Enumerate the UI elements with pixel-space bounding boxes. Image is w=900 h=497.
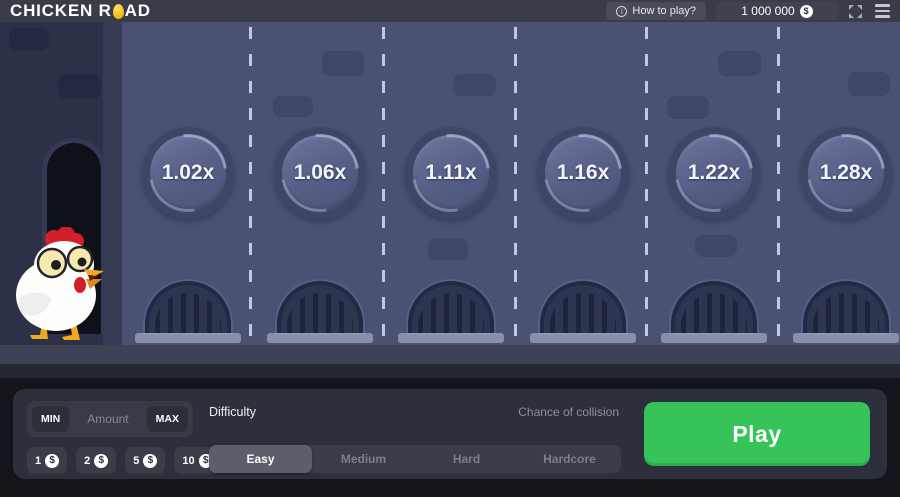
grate-base bbox=[530, 333, 636, 343]
wall-patch bbox=[58, 74, 101, 99]
multiplier-value: 1.22x bbox=[687, 161, 741, 184]
road-patch bbox=[322, 51, 364, 76]
road-patch bbox=[453, 74, 496, 96]
lane-divider bbox=[514, 27, 517, 341]
grate-base bbox=[267, 333, 373, 343]
multiplier-value: 1.11x bbox=[425, 161, 477, 184]
grate-base bbox=[793, 333, 899, 343]
how-to-play-label: How to play? bbox=[632, 5, 696, 17]
tab-hardcore[interactable]: Hardcore bbox=[518, 445, 621, 473]
multiplier-value: 1.06x bbox=[293, 161, 347, 184]
grate-base bbox=[661, 333, 767, 343]
fullscreen-icon[interactable] bbox=[848, 4, 863, 19]
coin-icon: $ bbox=[143, 453, 158, 468]
sewer-grate bbox=[793, 281, 899, 343]
tab-medium[interactable]: Medium bbox=[312, 445, 415, 473]
wall-pillar bbox=[103, 22, 122, 345]
game-field: 1.02x 1.06x 1.11x 1.16x 1.22x 1.28x bbox=[0, 22, 900, 345]
quick-bet-chips: 1 $ 2 $ 5 $ 10 $ bbox=[27, 447, 221, 474]
multiplier-disc: 1.02x bbox=[142, 127, 234, 219]
tab-easy[interactable]: Easy bbox=[209, 445, 312, 473]
road-patch bbox=[273, 96, 313, 117]
topbar-right-cluster: i How to play? 1 000 000 $ bbox=[606, 2, 892, 20]
grate-base bbox=[398, 333, 504, 343]
multiplier-value: 1.02x bbox=[161, 161, 215, 184]
egg-icon bbox=[112, 3, 124, 19]
chip-5[interactable]: 5 $ bbox=[125, 447, 166, 474]
sewer-grate bbox=[661, 281, 767, 343]
sidewalk-curb bbox=[0, 345, 900, 364]
multiplier-disc: 1.16x bbox=[537, 127, 629, 219]
menu-icon[interactable] bbox=[873, 2, 892, 20]
sewer-grate bbox=[398, 281, 504, 343]
multiplier-disc: 1.11x bbox=[405, 127, 497, 219]
chicken-character bbox=[16, 227, 104, 340]
top-bar: CHICKEN R AD i How to play? 1 000 000 $ bbox=[0, 0, 900, 22]
control-panel: MIN MAX 1 $ 2 $ 5 $ 10 $ Difficulty Chan… bbox=[13, 389, 887, 479]
grate-bars bbox=[681, 293, 747, 333]
play-button[interactable]: Play bbox=[644, 402, 870, 466]
multiplier-disc: 1.22x bbox=[668, 127, 760, 219]
coin-icon: $ bbox=[45, 453, 60, 468]
difficulty-tabs: Easy Medium Hard Hardcore bbox=[209, 445, 621, 473]
grate-bars bbox=[287, 293, 353, 333]
grate-bars bbox=[155, 293, 221, 333]
lane-divider bbox=[777, 27, 780, 341]
min-bet-button[interactable]: MIN bbox=[32, 406, 70, 432]
road-patch bbox=[428, 238, 468, 260]
sewer-grate bbox=[530, 281, 636, 343]
road-patch bbox=[718, 51, 761, 76]
road-patch bbox=[667, 96, 709, 119]
app-logo: CHICKEN R AD bbox=[10, 0, 151, 22]
road-patch bbox=[848, 72, 890, 96]
coin-icon: $ bbox=[799, 4, 813, 18]
max-bet-button[interactable]: MAX bbox=[146, 406, 188, 432]
multiplier-disc: 1.06x bbox=[274, 127, 366, 219]
sewer-grate bbox=[267, 281, 373, 343]
grate-base bbox=[135, 333, 241, 343]
grate-bars bbox=[550, 293, 616, 333]
wall-patch bbox=[9, 28, 49, 50]
lane-divider bbox=[382, 27, 385, 341]
balance-display[interactable]: 1 000 000 $ bbox=[716, 2, 838, 20]
chip-2[interactable]: 2 $ bbox=[76, 447, 117, 474]
lane-divider bbox=[249, 27, 252, 341]
balance-value: 1 000 000 bbox=[741, 4, 795, 18]
road-patch bbox=[695, 235, 737, 257]
grate-bars bbox=[418, 293, 484, 333]
logo-text-right: AD bbox=[124, 1, 151, 20]
info-icon: i bbox=[616, 5, 628, 17]
coin-icon: $ bbox=[94, 453, 109, 468]
sidewalk-shadow bbox=[0, 364, 900, 378]
lane-divider bbox=[645, 27, 648, 341]
logo-text-left: CHICKEN R bbox=[10, 1, 112, 20]
multiplier-disc: 1.28x bbox=[800, 127, 892, 219]
how-to-play-button[interactable]: i How to play? bbox=[606, 2, 706, 20]
multiplier-value: 1.16x bbox=[556, 161, 610, 184]
chip-1[interactable]: 1 $ bbox=[27, 447, 68, 474]
tab-hard[interactable]: Hard bbox=[415, 445, 518, 473]
bet-amount-group: MIN MAX bbox=[27, 401, 193, 437]
sewer-grate bbox=[135, 281, 241, 343]
chance-of-collision-label: Chance of collision bbox=[518, 405, 619, 419]
multiplier-value: 1.28x bbox=[819, 161, 873, 184]
difficulty-label: Difficulty bbox=[209, 405, 257, 419]
grate-bars bbox=[813, 293, 879, 333]
amount-input[interactable] bbox=[72, 412, 144, 426]
